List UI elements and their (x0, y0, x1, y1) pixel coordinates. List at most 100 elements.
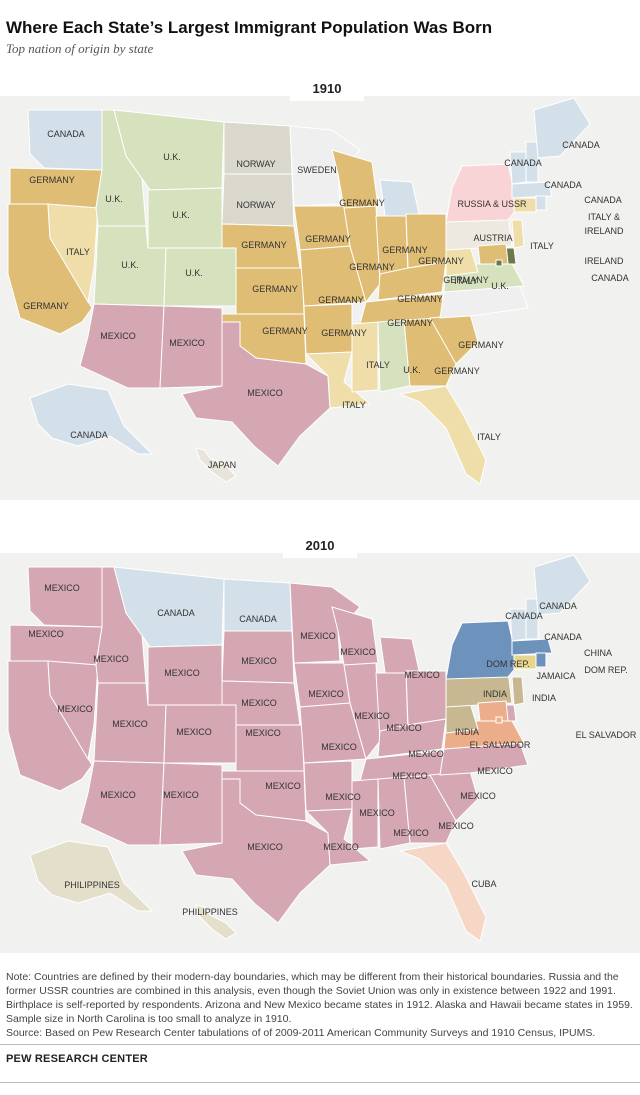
country-label: MEXICO (247, 388, 283, 398)
country-label: U.K. (121, 260, 139, 270)
country-label: PHILIPPINES (182, 907, 238, 917)
state-ak-2010 (29, 840, 154, 912)
country-label: MEXICO (265, 781, 301, 791)
country-label: CANADA (591, 273, 629, 283)
state-ky-2010 (377, 718, 447, 758)
state-nv-1910 (47, 203, 99, 304)
country-label: GERMANY (387, 318, 433, 328)
country-label: PHILIPPINES (64, 880, 120, 890)
country-label: EL SALVADOR (470, 740, 531, 750)
state-or-1910 (9, 167, 103, 209)
country-label: MEXICO (404, 670, 440, 680)
country-label: IRELAND (584, 226, 624, 236)
state-ky-1910 (377, 261, 447, 301)
country-label: CANADA (504, 158, 542, 168)
state-az-2010 (79, 760, 165, 846)
state-az-1910 (79, 303, 165, 389)
brand-logo: PEW RESEARCH CENTER (6, 1053, 148, 1065)
country-label: MEXICO (100, 790, 136, 800)
state-nj-1910 (511, 219, 525, 249)
state-dc-2010 (495, 716, 503, 724)
country-label: CHINA (584, 648, 612, 658)
country-label: MEXICO (100, 331, 136, 341)
country-label: ITALY (66, 247, 90, 257)
state-me-2010 (533, 554, 591, 616)
state-ma-1910 (511, 181, 553, 199)
country-label: GERMANY (305, 234, 351, 244)
country-label: CANADA (505, 611, 543, 621)
state-ia-2010 (293, 662, 351, 708)
country-label: RUSSIA & USSR (457, 199, 527, 209)
country-label: GERMANY (252, 284, 298, 294)
country-label: CUBA (471, 879, 496, 889)
country-label: DOM REP. (486, 659, 529, 669)
country-label: MEXICO (44, 583, 80, 593)
state-nv-2010 (47, 660, 99, 761)
country-label: SWEDEN (297, 165, 337, 175)
country-label: INDIA (483, 689, 507, 699)
divider (0, 1044, 640, 1045)
state-dc-1910 (495, 259, 503, 267)
country-label: ITALY (366, 360, 390, 370)
country-label: CANADA (70, 430, 108, 440)
state-il-2010 (343, 662, 381, 761)
country-label: INDIA (532, 693, 556, 703)
country-label: GERMANY (397, 294, 443, 304)
state-fl-1910 (398, 385, 487, 485)
country-label: MEXICO (325, 792, 361, 802)
page-title: Where Each State’s Largest Immigrant Pop… (6, 18, 493, 37)
state-fl-2010 (398, 842, 487, 942)
state-ms-2010 (351, 778, 379, 850)
country-label: CANADA (239, 614, 277, 624)
country-label: MEXICO (164, 668, 200, 678)
state-md-1910 (477, 243, 509, 265)
state-md-2010 (477, 700, 509, 722)
country-label: ITALY (342, 400, 366, 410)
state-ma-2010 (511, 638, 553, 656)
country-label: MEXICO (112, 719, 148, 729)
country-label: DOM REP. (584, 665, 627, 675)
country-label: MEXICO (245, 728, 281, 738)
country-label: U.K. (163, 152, 181, 162)
country-label: CANADA (539, 601, 577, 611)
country-label: GERMANY (418, 256, 464, 266)
state-ms-1910 (351, 321, 379, 393)
country-label: GERMANY (434, 366, 480, 376)
footnote: Note: Countries are defined by their mod… (6, 971, 633, 1025)
state-ak-1910 (29, 383, 154, 455)
country-label: GERMANY (349, 262, 395, 272)
country-label: MEXICO (57, 704, 93, 714)
country-label: CANADA (544, 180, 582, 190)
country-label: GERMANY (382, 245, 428, 255)
country-label: U.K. (185, 268, 203, 278)
state-hi-2010 (195, 904, 237, 940)
page-subtitle: Top nation of origin by state (6, 41, 154, 56)
country-label: IRELAND (584, 256, 624, 266)
state-ny-2010 (445, 620, 519, 680)
state-nj-2010 (511, 676, 525, 706)
country-label: U.K. (105, 194, 123, 204)
country-label: ITALY (530, 241, 554, 251)
country-label: GERMANY (458, 340, 504, 350)
country-label: MEXICO (354, 711, 390, 721)
state-ar-2010 (303, 760, 353, 812)
country-label: JAPAN (208, 460, 236, 470)
country-label: NORWAY (236, 159, 275, 169)
country-label: MEXICO (241, 656, 277, 666)
country-label: GERMANY (321, 328, 367, 338)
state-tx-2010 (181, 778, 331, 924)
country-label: MEXICO (247, 842, 283, 852)
source-note: Source: Based on Pew Research Center tab… (6, 1027, 596, 1039)
state-nm-2010 (159, 762, 223, 846)
state-nh-1910 (525, 141, 539, 183)
country-label: MEXICO (176, 727, 212, 737)
country-label: MEXICO (169, 338, 205, 348)
state-ri-2010 (535, 652, 547, 668)
year-label-2010: 2010 (283, 533, 357, 558)
state-me-1910 (533, 97, 591, 159)
state-ct-2010 (513, 654, 537, 670)
country-label: U.K. (403, 365, 421, 375)
country-label: CANADA (544, 632, 582, 642)
country-label: CANADA (584, 195, 622, 205)
